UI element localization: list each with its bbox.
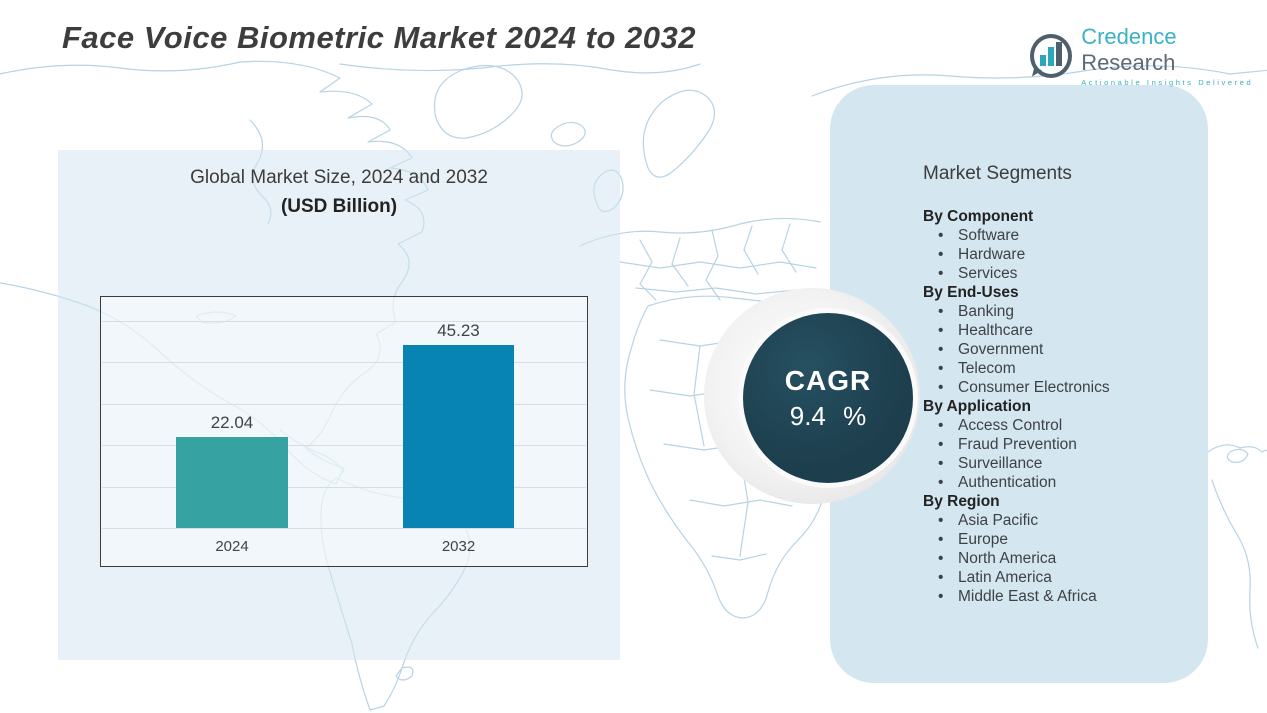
segment-item: • Europe	[923, 530, 1188, 549]
chart-heading: Global Market Size, 2024 and 2032 (USD B…	[58, 163, 620, 222]
bullet-icon: •	[938, 569, 944, 586]
page-title: Face Voice Biometric Market 2024 to 2032	[62, 20, 696, 55]
bar-2032-rect	[403, 345, 514, 528]
bar-2024: 22.04	[176, 321, 288, 528]
x-axis-label-2032: 2032	[441, 538, 476, 555]
market-segments-panel: Market Segments By Component • Software •…	[830, 85, 1208, 683]
gridline	[102, 362, 586, 364]
bar-2032: 45.23	[403, 321, 514, 528]
segment-item: • Asia Pacific	[923, 511, 1188, 530]
chart-subtitle: (USD Billion)	[280, 196, 398, 218]
segment-heading-component: By Component	[923, 208, 1034, 225]
bullet-icon: •	[938, 341, 944, 358]
segment-item: • Software	[923, 226, 1188, 245]
bullet-icon: •	[938, 455, 944, 472]
segment-item: • Government	[923, 340, 1188, 359]
segment-item: • Fraud Prevention	[923, 435, 1188, 454]
bullet-icon: •	[938, 322, 944, 339]
bullet-icon: •	[938, 436, 944, 453]
plot-area: 22.04 45.23	[102, 321, 586, 529]
bullet-icon: •	[938, 550, 944, 567]
bullet-icon: •	[938, 227, 944, 244]
gridline	[102, 528, 586, 529]
segment-item: • Banking	[923, 302, 1188, 321]
segment-heading-end-uses: By End-Uses	[923, 284, 1019, 301]
brand-name-primary: Credence	[1081, 24, 1177, 49]
brand-name-secondary: Research	[1081, 50, 1176, 75]
gridline	[102, 445, 586, 447]
segment-item: • Authentication	[923, 473, 1188, 492]
bar-2024-rect	[176, 436, 288, 528]
segment-item: • Surveillance	[923, 454, 1188, 473]
bar-2024-value-label: 22.04	[210, 412, 254, 432]
gridline	[102, 486, 586, 488]
chart-panel: Global Market Size, 2024 and 2032 (USD B…	[58, 150, 620, 660]
segments-title: Market Segments	[923, 163, 1072, 184]
x-axis-label-2024: 2024	[215, 538, 249, 555]
bullet-icon: •	[938, 474, 944, 491]
logo-tagline: Actionable Insights Delivered	[1081, 78, 1254, 87]
segment-item: • Services	[923, 264, 1188, 283]
segment-heading-region: By Region	[923, 493, 1000, 510]
segment-item: • Hardware	[923, 245, 1188, 264]
logo-text: Credence Research Actionable Insights De…	[1081, 24, 1267, 87]
chart-title: Global Market Size, 2024 and 2032	[190, 167, 488, 188]
segment-item: • North America	[923, 549, 1188, 568]
bullet-icon: •	[938, 265, 944, 282]
bar-chart: 22.04 45.23 2024 2032	[100, 296, 588, 567]
bullet-icon: •	[938, 246, 944, 263]
cagr-label: CAGR	[784, 364, 872, 396]
bullet-icon: •	[938, 360, 944, 377]
bullet-icon: •	[938, 588, 944, 605]
cagr-badge: CAGR 9.4 %	[738, 308, 918, 488]
gridline	[102, 321, 586, 322]
bullet-icon: •	[938, 379, 944, 396]
segment-item: • Healthcare	[923, 321, 1188, 340]
bullet-icon: •	[938, 303, 944, 320]
bullet-icon: •	[938, 512, 944, 529]
x-axis: 2024 2032	[102, 538, 586, 560]
bullet-icon: •	[938, 417, 944, 434]
bar-2032-value-label: 45.23	[437, 321, 480, 340]
cagr-value: 9.4 %	[789, 400, 867, 431]
bullet-icon: •	[938, 531, 944, 548]
gridline	[102, 403, 586, 405]
credence-research-logo: Credence Research Actionable Insights De…	[1030, 24, 1267, 87]
segment-item: • Latin America	[923, 568, 1188, 587]
segment-item: • Consumer Electronics	[923, 378, 1188, 397]
segment-heading-application: By Application	[923, 398, 1031, 415]
segment-item: • Access Control	[923, 416, 1188, 435]
bar-chart-bubble-icon	[1030, 33, 1073, 78]
segment-item: • Middle East & Africa	[923, 587, 1188, 606]
segment-item: • Telecom	[923, 359, 1188, 378]
